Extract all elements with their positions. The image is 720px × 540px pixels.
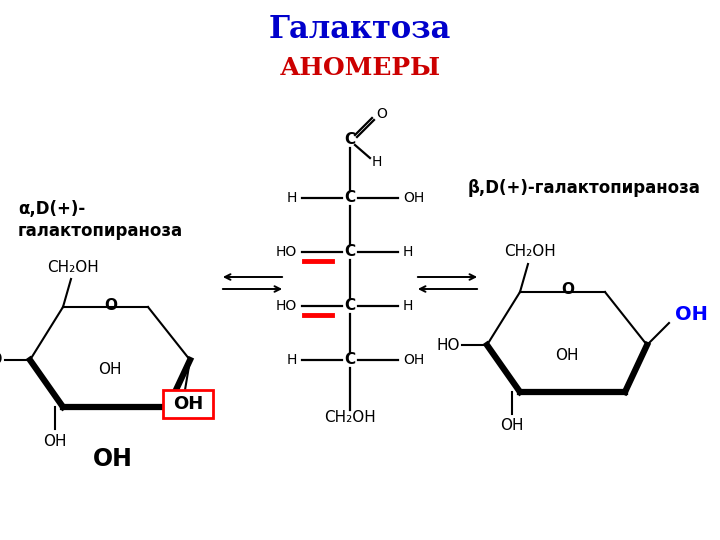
Text: OH: OH <box>43 434 67 449</box>
Text: C: C <box>344 299 356 314</box>
Text: CH₂OH: CH₂OH <box>47 260 99 274</box>
Bar <box>163 390 213 418</box>
Text: Галактоза: Галактоза <box>269 15 451 45</box>
Text: CH₂OH: CH₂OH <box>324 410 376 426</box>
Text: H: H <box>403 245 413 259</box>
Text: H: H <box>287 191 297 205</box>
Text: АНОМЕРЫ: АНОМЕРЫ <box>279 56 441 80</box>
Text: C: C <box>344 245 356 260</box>
Text: O: O <box>376 107 387 121</box>
Text: HO: HO <box>276 245 297 259</box>
Text: C: C <box>344 353 356 368</box>
Text: β,D(+)-галактопираноза: β,D(+)-галактопираноза <box>468 179 701 197</box>
Text: OH: OH <box>93 447 133 471</box>
Text: HO: HO <box>276 299 297 313</box>
Text: H: H <box>403 299 413 313</box>
Text: OH: OH <box>403 353 424 367</box>
Text: OH: OH <box>675 306 708 325</box>
Text: C: C <box>344 191 356 206</box>
Text: OH: OH <box>98 362 122 377</box>
Text: C: C <box>344 132 356 147</box>
Text: OH: OH <box>173 395 203 413</box>
Text: HO: HO <box>0 353 3 368</box>
Text: CH₂OH: CH₂OH <box>504 245 556 260</box>
Text: O: O <box>561 282 574 298</box>
Text: H: H <box>287 353 297 367</box>
Text: OH: OH <box>500 418 523 434</box>
Text: α,D(+)-
галактопираноза: α,D(+)- галактопираноза <box>18 200 183 240</box>
Text: OH: OH <box>555 348 579 362</box>
Text: H: H <box>372 155 382 169</box>
Text: O: O <box>104 298 117 313</box>
Text: HO: HO <box>436 338 460 353</box>
Text: OH: OH <box>403 191 424 205</box>
